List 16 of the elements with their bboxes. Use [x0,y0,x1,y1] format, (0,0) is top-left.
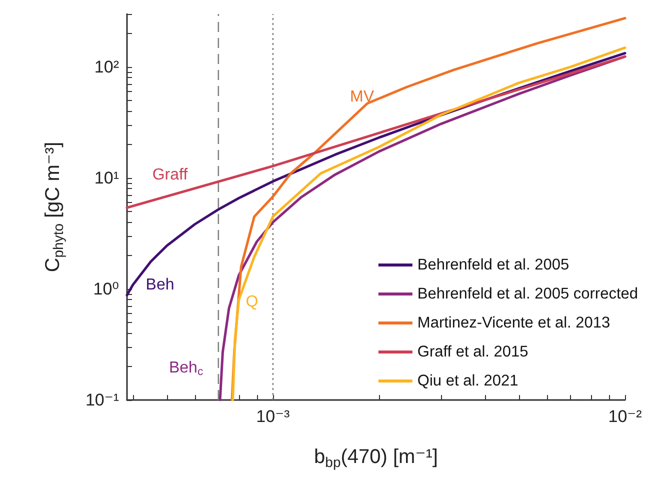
legend-label: Behrenfeld et al. 2005 [417,256,570,274]
annotation: Beh [146,276,174,294]
legend-label: Qiu et al. 2021 [417,372,518,390]
y-tick-label: 10² [94,57,120,76]
legend-label: Martinez-Vicente et al. 2013 [417,314,610,332]
y-tick-label: 10⁻¹ [85,390,120,410]
annotation: Graff [152,166,188,184]
legend-label: Graff et al. 2015 [417,344,528,360]
annotation: MV [350,88,374,106]
annotation: Q [246,294,258,310]
x-tick-label: 10⁻² [608,407,642,426]
x-tick-label: 10⁻³ [256,407,290,426]
y-tick-label: 10¹ [94,168,120,188]
y-tick-label: 10⁰ [93,279,120,298]
legend-label: Behrenfeld et al. 2005 corrected [417,286,638,302]
y-axis-title: Cphyto [gC m⁻³] [42,142,66,272]
